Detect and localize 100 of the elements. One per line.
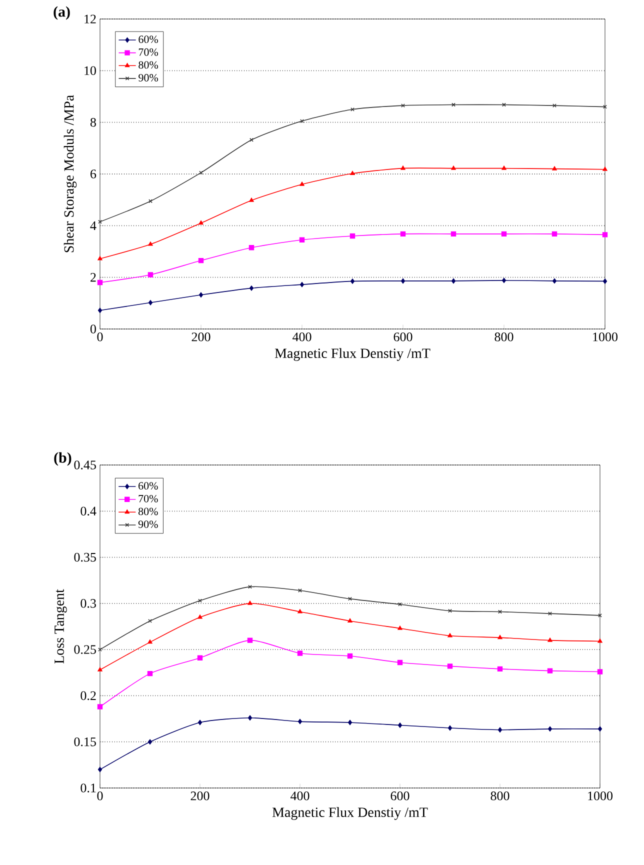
- y-tick-label: 10: [84, 66, 96, 76]
- chart-title: (a): [54, 6, 70, 20]
- point: [249, 286, 254, 291]
- point: [248, 600, 252, 605]
- point: [401, 104, 405, 108]
- point: [397, 660, 403, 666]
- point: [552, 278, 557, 284]
- point: [547, 668, 553, 674]
- point: [298, 718, 302, 724]
- point: [501, 231, 507, 237]
- point: [451, 278, 456, 284]
- point: [598, 638, 602, 643]
- point: [98, 667, 102, 672]
- point: [597, 669, 603, 674]
- point: [398, 626, 402, 630]
- point: [98, 308, 102, 313]
- x-axis-title: Magnetic Flux Denstiy /mT: [272, 807, 428, 820]
- point: [348, 720, 352, 726]
- y-tick-label: 4: [90, 221, 96, 230]
- point: [400, 166, 406, 170]
- point: [552, 166, 557, 170]
- y-axis-title: Shear Storage Moduls /MPa: [64, 95, 77, 252]
- x-tick-label: 1000: [588, 792, 613, 800]
- y-tick-label: 0.25: [74, 645, 96, 654]
- point: [498, 727, 502, 732]
- x-axis-title: Magnetic Flux Denstiy /mT: [274, 348, 430, 361]
- point: [548, 726, 552, 732]
- legend-label: 90%: [138, 520, 158, 528]
- point: [148, 739, 152, 744]
- point: [348, 618, 352, 622]
- y-tick-label: 8: [90, 118, 96, 127]
- point: [502, 278, 506, 284]
- point: [497, 666, 503, 672]
- point: [602, 278, 608, 284]
- x-tick-label: 600: [394, 332, 412, 342]
- x-tick-label: 800: [494, 332, 514, 342]
- legend-label: 90%: [138, 74, 158, 82]
- point: [197, 655, 203, 660]
- chart-title: (b): [54, 452, 72, 466]
- point: [248, 245, 254, 250]
- y-axis-title: Loss Tangent: [54, 589, 67, 664]
- point: [598, 726, 602, 732]
- point: [447, 664, 453, 669]
- point: [451, 166, 456, 170]
- point: [298, 609, 302, 614]
- point: [300, 182, 304, 186]
- y-tick-label: 0.4: [80, 506, 96, 516]
- point: [400, 278, 406, 284]
- point: [147, 670, 153, 676]
- x-tick-label: 0: [97, 792, 103, 800]
- point: [347, 653, 353, 659]
- point: [298, 588, 302, 592]
- y-tick-label: 0.15: [74, 737, 96, 746]
- x-tick-label: 800: [490, 792, 510, 800]
- point: [448, 633, 452, 638]
- point: [299, 237, 305, 242]
- point: [548, 638, 552, 642]
- legend-label: 70%: [138, 48, 158, 56]
- point: [98, 256, 102, 260]
- x-tick-label: 600: [390, 792, 410, 800]
- y-tick-label: 6: [90, 170, 96, 178]
- point: [297, 650, 303, 656]
- point: [400, 231, 406, 237]
- legend-label: 60%: [138, 482, 158, 490]
- point: [300, 119, 304, 123]
- y-tick-label: 0.35: [74, 552, 96, 562]
- point: [450, 231, 456, 237]
- x-tick-label: 400: [290, 792, 310, 800]
- point: [502, 166, 506, 170]
- x-tick-label: 200: [192, 332, 210, 342]
- y-tick-label: 0.1: [80, 784, 96, 792]
- point: [198, 614, 202, 619]
- point: [198, 720, 202, 726]
- point: [247, 638, 253, 643]
- legend-label: 80%: [138, 61, 158, 69]
- x-tick-label: 0: [97, 332, 103, 342]
- point: [148, 272, 154, 278]
- point: [148, 640, 152, 644]
- y-tick-label: 2: [90, 273, 96, 282]
- point: [350, 170, 355, 175]
- legend-label: 70%: [138, 494, 158, 502]
- point: [398, 722, 402, 728]
- legend-label: 80%: [138, 508, 158, 516]
- point: [148, 619, 152, 623]
- point: [198, 220, 204, 225]
- point: [97, 704, 103, 710]
- point: [602, 166, 608, 171]
- x-tick-label: 400: [292, 332, 312, 342]
- point: [498, 634, 502, 640]
- y-tick-label: 12: [84, 14, 96, 24]
- legend-label: 60%: [138, 36, 158, 44]
- x-tick-label: 1000: [593, 332, 618, 342]
- point: [350, 233, 356, 239]
- point: [552, 231, 558, 237]
- point: [602, 232, 608, 238]
- point: [300, 282, 304, 288]
- point: [552, 104, 556, 108]
- y-tick-label: 0: [90, 324, 96, 334]
- point: [198, 258, 204, 264]
- point: [350, 278, 355, 284]
